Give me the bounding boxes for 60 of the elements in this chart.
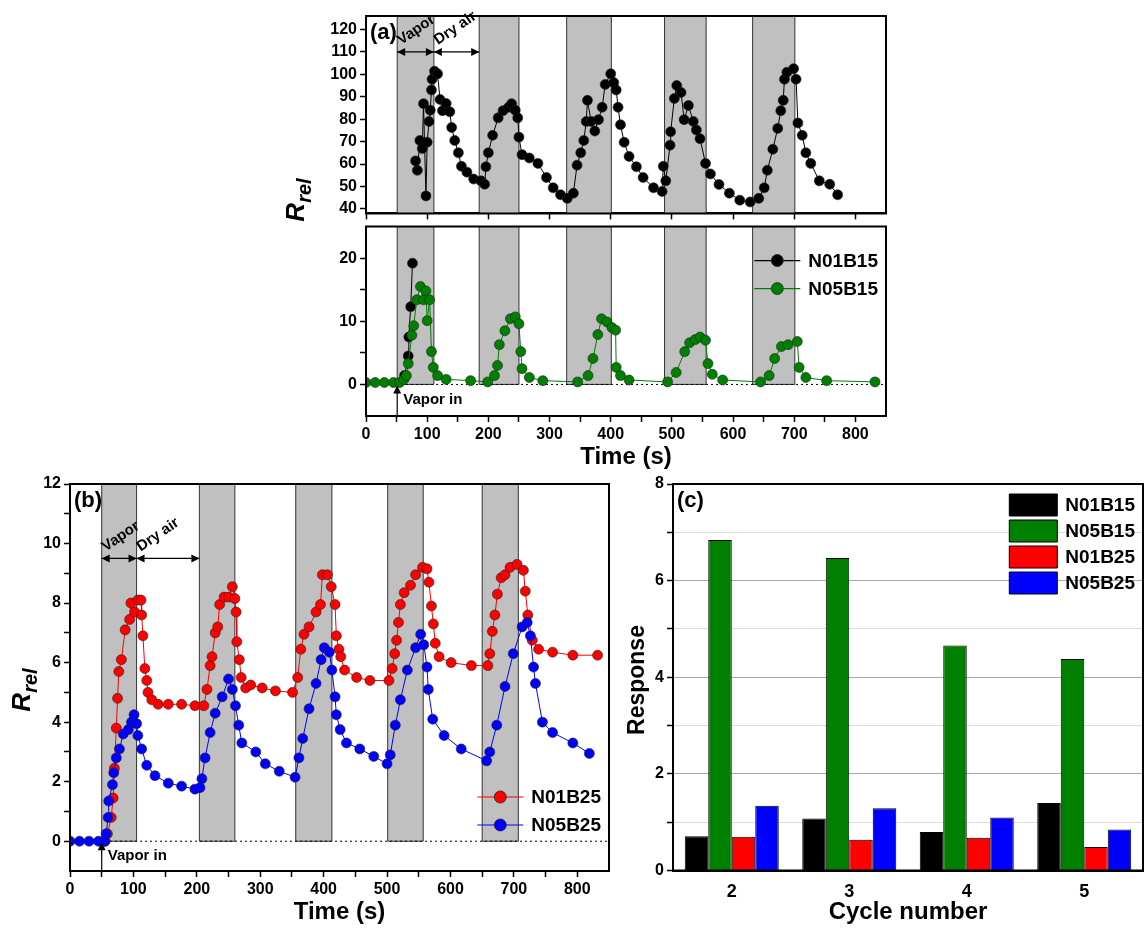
chart-title: (b) <box>74 487 103 513</box>
x-tick-label: 200 <box>183 880 211 898</box>
y-tick-label: 110 <box>331 42 358 60</box>
x-tick-label: 5 <box>1079 881 1090 902</box>
y-tick-label: 90 <box>339 87 358 105</box>
y-tick-label: 50 <box>339 176 358 194</box>
y-tick-label: 120 <box>330 19 358 37</box>
x-tick-label: 500 <box>658 425 686 443</box>
x-tick-label: 400 <box>310 880 338 898</box>
legend-label: N01B25 <box>1065 546 1136 568</box>
x-axis-title: Time (s) <box>293 897 386 925</box>
legend-label: N05B25 <box>531 814 602 836</box>
y-tick-label: 0 <box>52 831 62 849</box>
x-tick-label: 800 <box>563 880 591 898</box>
x-tick-label: 100 <box>120 880 147 898</box>
y-tick-label: 4 <box>52 712 62 730</box>
y-axis-title: Response <box>622 625 650 735</box>
x-tick-label: 500 <box>373 880 401 898</box>
x-tick-label: 2 <box>726 881 737 902</box>
x-tick-label: 200 <box>475 425 502 443</box>
legend-label: N01B25 <box>531 786 602 808</box>
x-tick-label: 0 <box>361 425 371 443</box>
x-tick-label: 300 <box>536 425 563 443</box>
annotation: Vapor in <box>107 846 167 864</box>
legend-label: N01B15 <box>1065 494 1136 516</box>
x-tick-label: 400 <box>597 425 625 443</box>
y-tick-label: 2 <box>655 764 665 782</box>
y-tick-label: 8 <box>52 593 62 611</box>
y-tick-label: 6 <box>655 571 665 589</box>
x-tick-label: 600 <box>437 880 464 898</box>
chart-title: (c) <box>677 487 704 513</box>
y-tick-label: 20 <box>339 248 358 266</box>
y-tick-label: 10 <box>43 533 62 551</box>
y-tick-label: 6 <box>52 653 62 671</box>
x-tick-label: 700 <box>780 425 808 443</box>
y-tick-label: 70 <box>339 132 358 150</box>
x-axis-title: Time (s) <box>580 442 672 470</box>
x-tick-label: 700 <box>500 880 528 898</box>
legend-label: N05B15 <box>1065 520 1136 542</box>
y-tick-label: 4 <box>655 667 665 685</box>
legend-label: N05B15 <box>808 277 879 299</box>
y-tick-label: 60 <box>339 154 358 172</box>
x-tick-label: 600 <box>719 425 747 443</box>
y-tick-label: 40 <box>339 199 358 217</box>
legend-label: N01B15 <box>808 249 879 271</box>
y-tick-label: 8 <box>655 474 665 492</box>
y-tick-label: 10 <box>339 311 358 329</box>
y-tick-label: 0 <box>655 861 665 879</box>
x-tick-label: 0 <box>65 880 75 898</box>
annotation: Vapor in <box>403 390 463 408</box>
x-tick-label: 800 <box>842 425 869 443</box>
y-tick-label: 0 <box>348 374 358 392</box>
x-tick-label: 300 <box>246 880 274 898</box>
y-tick-label: 80 <box>339 109 358 127</box>
chart-title: (a) <box>370 19 397 45</box>
y-tick-label: 2 <box>52 772 62 790</box>
y-tick-label: 100 <box>330 64 358 82</box>
y-tick-label: 12 <box>43 474 62 492</box>
legend-label: N05B25 <box>1065 572 1136 594</box>
x-tick-label: 100 <box>413 425 441 443</box>
